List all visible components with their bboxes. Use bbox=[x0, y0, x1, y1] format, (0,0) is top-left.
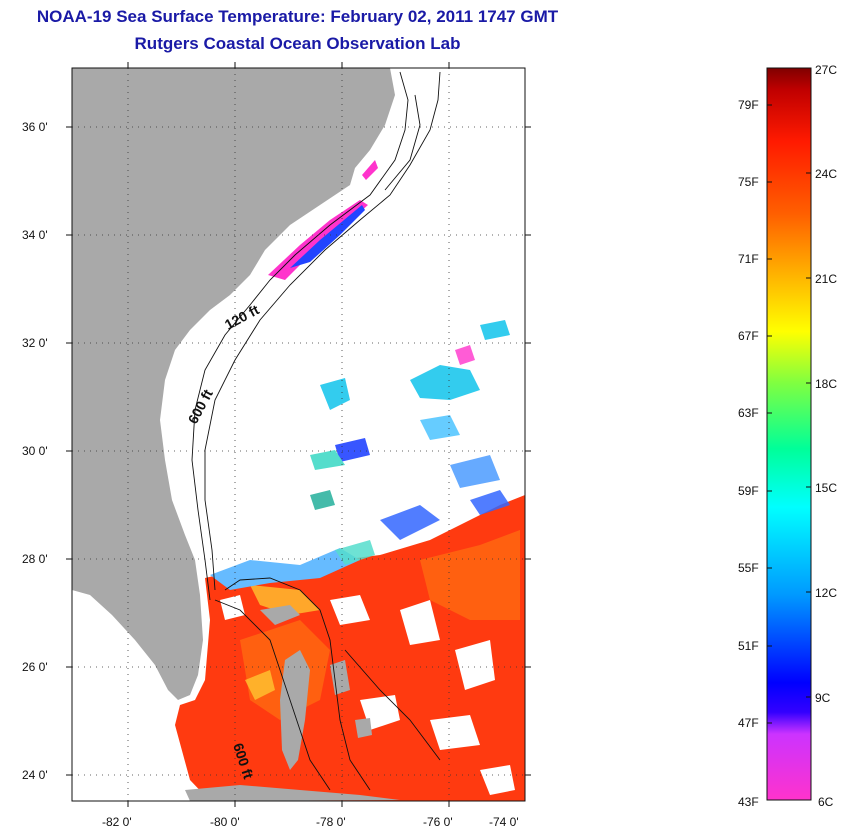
land-bahamas bbox=[280, 650, 310, 770]
bathymetry-contours bbox=[191, 71, 441, 791]
map-panel: 120 ft 600 ft 600 ft bbox=[72, 68, 525, 801]
lon-label-74: -74 0' bbox=[489, 815, 519, 829]
land-small-islands bbox=[260, 605, 372, 738]
cb-c-6: 6C bbox=[818, 795, 834, 809]
map-frame bbox=[71, 67, 526, 802]
cb-c-27: 27C bbox=[815, 63, 837, 77]
lat-label-34: 34 0' bbox=[22, 228, 48, 242]
frame-ticks bbox=[66, 62, 531, 807]
cb-f-55: 55F bbox=[738, 561, 759, 575]
land-cuba bbox=[185, 785, 400, 801]
cb-f-79: 79F bbox=[738, 98, 759, 112]
cb-c-12: 12C bbox=[815, 586, 837, 600]
lon-label-78: -78 0' bbox=[316, 815, 346, 829]
lat-label-30: 30 0' bbox=[22, 444, 48, 458]
cb-c-9: 9C bbox=[815, 691, 831, 705]
cb-f-43: 43F bbox=[738, 795, 759, 809]
lon-label-80: -80 0' bbox=[210, 815, 240, 829]
lat-label-28: 28 0' bbox=[22, 552, 48, 566]
cb-f-67: 67F bbox=[738, 329, 759, 343]
cb-f-75: 75F bbox=[738, 175, 759, 189]
lon-label-82: -82 0' bbox=[102, 815, 132, 829]
land-southeast-us bbox=[72, 68, 395, 700]
cb-f-59: 59F bbox=[738, 484, 759, 498]
cb-f-47: 47F bbox=[738, 716, 759, 730]
colorbar-fahrenheit-labels: 79F 75F 71F 67F 63F 59F 55F 51F 47F 43F bbox=[738, 98, 759, 809]
map-title: NOAA-19 Sea Surface Temperature: Februar… bbox=[36, 7, 559, 26]
lat-label-26: 26 0' bbox=[22, 660, 48, 674]
cb-f-63: 63F bbox=[738, 406, 759, 420]
cb-f-51: 51F bbox=[738, 639, 759, 653]
cb-c-18: 18C bbox=[815, 377, 837, 391]
graticule bbox=[72, 68, 525, 801]
lat-label-36: 36 0' bbox=[22, 120, 48, 134]
warm-water-orange bbox=[240, 530, 520, 720]
latitude-labels: 36 0' 34 0' 32 0' 30 0' 28 0' 26 0' 24 0… bbox=[22, 120, 48, 782]
cb-c-15: 15C bbox=[815, 481, 837, 495]
colorbar-scale bbox=[766, 67, 812, 801]
lat-label-24: 24 0' bbox=[22, 768, 48, 782]
colorbar-ticks bbox=[767, 67, 811, 801]
colorbar-celsius-labels: 27C 24C 21C 18C 15C 12C 9C 6C bbox=[815, 63, 837, 809]
lat-label-32: 32 0' bbox=[22, 336, 48, 350]
colorbar: 79F 75F 71F 67F 63F 59F 55F 51F 47F 43F … bbox=[738, 63, 837, 809]
cb-c-24: 24C bbox=[815, 167, 837, 181]
cb-c-21: 21C bbox=[815, 272, 837, 286]
longitude-labels: -82 0' -80 0' -78 0' -76 0' -74 0' bbox=[102, 815, 519, 829]
cb-f-71: 71F bbox=[738, 252, 759, 266]
map-subtitle: Rutgers Coastal Ocean Observation Lab bbox=[134, 34, 461, 53]
offshore-sst-patches bbox=[310, 320, 510, 510]
lon-label-76: -76 0' bbox=[423, 815, 453, 829]
